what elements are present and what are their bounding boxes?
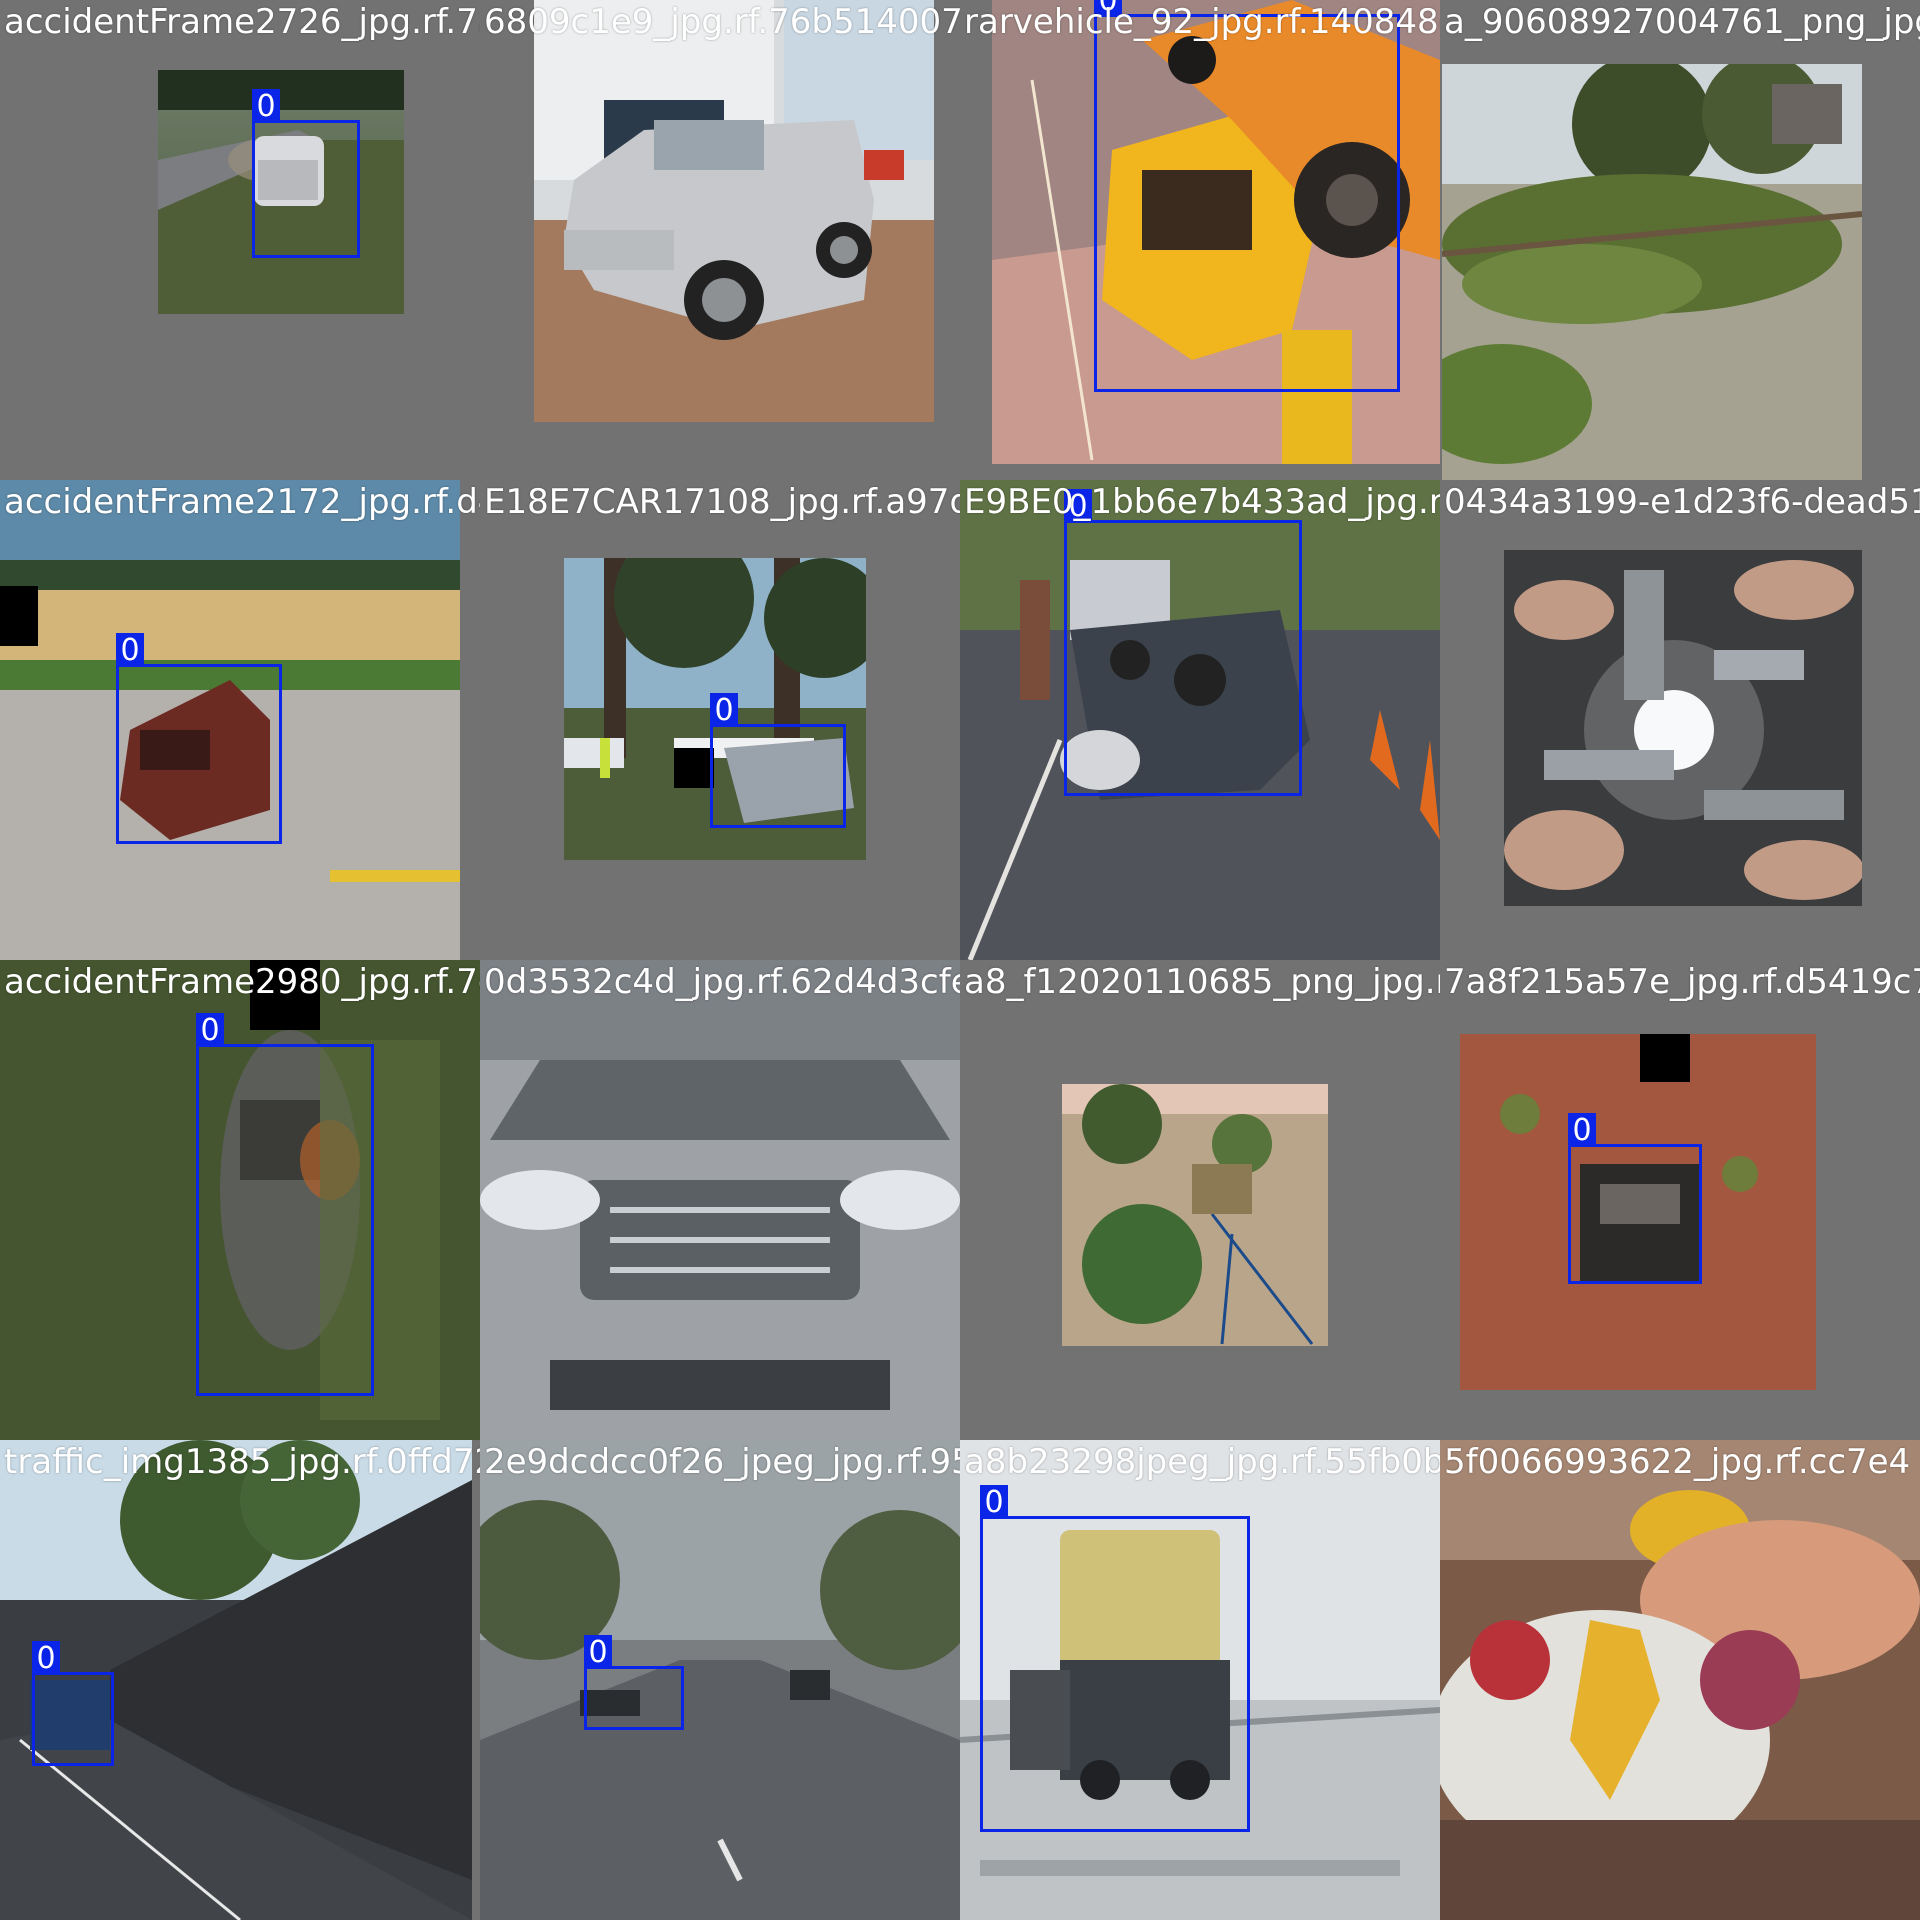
- tile-1: 6809c1e9_jpg.rf.76b51400701331e6ab25e5e8…: [480, 0, 960, 480]
- tile-photo: [158, 70, 404, 314]
- tile-filename: 7a8f215a57e_jpg.rf.d5419c7: [1444, 962, 1920, 1002]
- tile-7: 0434a3199-e1d23f6-dead5107759_jpeg: [1440, 480, 1920, 960]
- tile-3: a_90608927004761_png_jpg.rf.5a: [1440, 0, 1920, 480]
- tile-photo: [992, 0, 1440, 464]
- tile-9: 0d3532c4d_jpg.rf.62d4d3cfef5a42a8f020106…: [480, 960, 960, 1440]
- tile-2: 0 rarvehicle_92_jpg.rf.140848e02c79ef1e6…: [960, 0, 1440, 480]
- tile-photo: [534, 0, 934, 422]
- tile-photo: [480, 1440, 960, 1920]
- tile-8: 0 accidentFrame2980_jpg.rf.7d3132f4d6741…: [0, 960, 480, 1440]
- tile-filename: rarvehicle_92_jpg.rf.140848e02c79ef1e6ab…: [964, 2, 1440, 42]
- tile-14: 0 a8b23298jpeg_jpg.rf.55fb0b6e99e3622: [960, 1440, 1440, 1920]
- bounding-box: 0: [980, 1485, 1250, 1832]
- bounding-box: 0: [252, 89, 360, 258]
- bounding-box: 0: [584, 1635, 684, 1730]
- tile-0: 0 accidentFrame2726_jpg.rf.7a0d6d9215ea2…: [0, 0, 480, 480]
- tile-filename: accidentFrame2980_jpg.rf.7d3132f4d6741f2…: [4, 962, 480, 1002]
- tile-filename: 6809c1e9_jpg.rf.76b51400701331e6ab25e5e8…: [484, 2, 960, 42]
- tile-filename: accidentFrame2726_jpg.rf.7a0d6d9215ea2f7…: [4, 2, 480, 42]
- box-label: 0: [116, 633, 144, 668]
- tile-photo: [960, 1440, 1440, 1920]
- tile-filename: a8b23298jpeg_jpg.rf.55fb0b6e99e3622: [964, 1442, 1440, 1482]
- tile-photo: [1062, 1084, 1328, 1346]
- tile-10: a8_f12020110685_png_jpg.rf.8bfa8f2f15a57…: [960, 960, 1440, 1440]
- tile-filename: 0d3532c4d_jpg.rf.62d4d3cfef5a42a8f020106…: [484, 962, 960, 1002]
- bounding-box: 0: [710, 693, 846, 828]
- tile-photo: [1460, 1034, 1816, 1390]
- box-label: 0: [584, 1635, 612, 1670]
- bounding-box: 0: [196, 1013, 374, 1396]
- box-label: 0: [32, 1641, 60, 1676]
- box-label: 0: [252, 89, 280, 124]
- tile-filename: E9BE0_1bb6e7b433ad_jpg.rf.ad4e6b3a2b3cca…: [964, 482, 1440, 522]
- tile-6: 0 E9BE0_1bb6e7b433ad_jpg.rf.ad4e6b3a2b3c…: [960, 480, 1440, 960]
- tile-filename: traffic_img1385_jpg.rf.0ffd7229e99d0f26: [4, 1442, 480, 1482]
- tile-photo: [0, 480, 460, 960]
- box-label: 0: [980, 1485, 1008, 1520]
- box-label: 0: [1568, 1113, 1596, 1148]
- tile-filename: 0434a3199-e1d23f6-dead5107759_jpeg: [1444, 482, 1920, 522]
- tile-15: 5f0066993622_jpg.rf.cc7e4: [1440, 1440, 1920, 1920]
- box-label: 0: [710, 693, 738, 728]
- bounding-box: 0: [116, 633, 282, 844]
- tile-photo: [1504, 550, 1862, 906]
- bounding-box: 0: [1094, 0, 1400, 392]
- box-label: 0: [196, 1013, 224, 1048]
- tile-photo: [480, 960, 960, 1440]
- tile-filename: E18E7CAR17108_jpg.rf.a97da51bb2e6e5a8c4: [484, 482, 960, 522]
- tile-filename: accidentFrame2172_jpg.rf.d4a8e74c0bb17a0…: [4, 482, 480, 522]
- tile-5: 0 E18E7CAR17108_jpg.rf.a97da51bb2e6e5a8c…: [480, 480, 960, 960]
- bounding-box: 0: [1064, 489, 1302, 796]
- tile-filename: a8_f12020110685_png_jpg.rf.8bfa8f2f15a57…: [964, 962, 1440, 1002]
- tile-4: 0 accidentFrame2172_jpg.rf.d4a8e74c0bb17…: [0, 480, 480, 960]
- tile-filename: 5f0066993622_jpg.rf.cc7e4: [1444, 1442, 1911, 1482]
- tile-13: 0 2e9dcdcc0f26_jpeg_jpg.rf.9587ae59b2329…: [480, 1440, 960, 1920]
- tile-photo: [1440, 1440, 1920, 1920]
- tile-12: 0 traffic_img1385_jpg.rf.0ffd7229e99d0f2…: [0, 1440, 480, 1920]
- tile-photo: [960, 480, 1440, 960]
- bounding-box: 0: [1568, 1113, 1702, 1284]
- tile-filename: 2e9dcdcc0f26_jpeg_jpg.rf.9587ae59b23298: [484, 1442, 960, 1482]
- tile-11: 0 7a8f215a57e_jpg.rf.d5419c7: [1440, 960, 1920, 1440]
- tile-filename: a_90608927004761_png_jpg.rf.5a: [1444, 2, 1920, 42]
- box-label: 0: [1064, 489, 1092, 524]
- box-label: 0: [1094, 0, 1122, 18]
- bounding-box: 0: [32, 1641, 114, 1766]
- tile-photo: [0, 1440, 472, 1920]
- tile-photo: [0, 960, 480, 1440]
- tile-photo: [1442, 64, 1862, 480]
